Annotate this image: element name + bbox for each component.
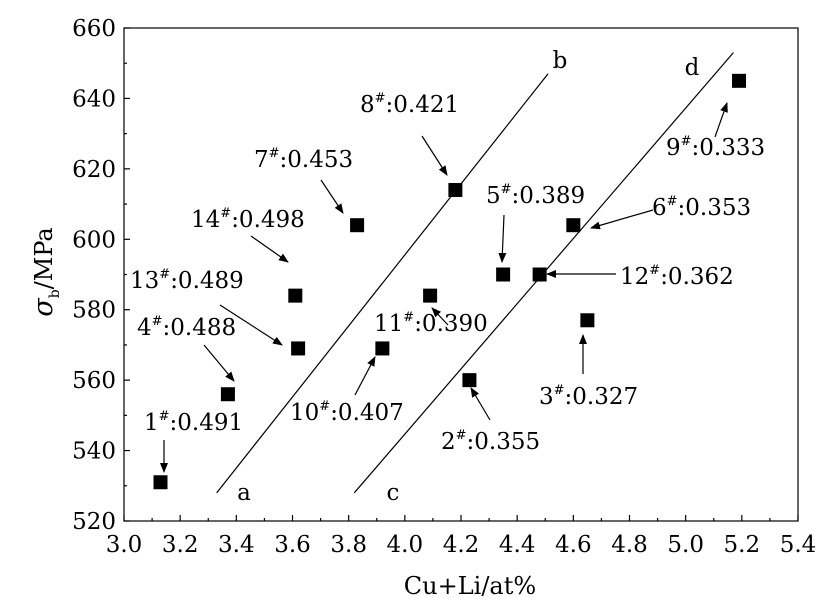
data-point	[291, 341, 306, 356]
x-tick-label: 4.2	[443, 532, 480, 558]
data-point	[423, 288, 438, 303]
y-tick-label: 640	[72, 86, 116, 112]
point-label: 6#:0.353	[652, 194, 751, 221]
x-tick-label: 3.4	[218, 532, 255, 558]
y-tick-label: 660	[72, 16, 116, 42]
boundary-line-ab	[216, 73, 549, 494]
point-label: 14#:0.498	[191, 206, 305, 233]
point-label: 12#:0.362	[620, 263, 734, 290]
label-arrow	[431, 307, 449, 326]
label-arrow	[421, 135, 448, 176]
point-label: 10#:0.407	[290, 399, 404, 426]
data-point	[532, 267, 547, 282]
data-point	[566, 218, 581, 233]
x-axis-title: Cu+Li/at%	[404, 572, 536, 600]
label-arrow	[320, 179, 344, 214]
y-tick-label: 520	[72, 509, 116, 535]
x-tick-label: 4.4	[499, 532, 536, 558]
line-end-label: d	[685, 55, 700, 81]
x-tick-label: 4.0	[387, 532, 424, 558]
data-points	[153, 73, 747, 490]
data-point	[448, 182, 463, 197]
label-arrow	[714, 102, 728, 138]
data-point	[462, 373, 477, 388]
label-arrow	[354, 356, 376, 396]
data-point	[580, 313, 595, 328]
data-point	[153, 475, 168, 490]
y-tick-label: 580	[72, 298, 116, 324]
point-label: 2#:0.355	[441, 428, 540, 455]
x-tick-label: 5.0	[667, 532, 704, 558]
data-point	[288, 288, 303, 303]
line-end-label: a	[237, 480, 251, 506]
point-label: 3#:0.327	[539, 383, 638, 410]
label-arrow	[219, 304, 283, 346]
x-tick-label: 3.8	[330, 532, 367, 558]
x-axis-ticks: 3.0 3.2 3.4 3.6 3.8 4.0 4.2 4.4 4.6 4.8 5.0 5.2 5.4	[106, 515, 817, 558]
y-tick-label: 540	[72, 439, 116, 465]
point-label: 5#:0.389	[486, 182, 585, 209]
y-tick-label: 560	[72, 368, 116, 394]
annotation-arrows	[160, 102, 728, 473]
point-label: 4#:0.488	[137, 314, 236, 341]
label-arrow	[498, 214, 507, 263]
trend-lines: a b c d	[216, 48, 734, 506]
label-arrow	[203, 344, 235, 382]
data-point	[350, 218, 365, 233]
x-tick-label: 3.2	[162, 532, 199, 558]
data-point	[375, 341, 390, 356]
y-axis-unit: /MPa	[30, 227, 58, 289]
x-tick-label: 5.2	[724, 532, 761, 558]
line-end-label: c	[387, 480, 400, 506]
line-end-label: b	[553, 48, 568, 74]
label-arrow	[250, 235, 289, 263]
y-axis-title: σb/MPa	[28, 227, 63, 316]
y-axis-subscript: b	[47, 289, 63, 298]
label-arrow	[590, 209, 654, 230]
y-axis-ticks: 520 540 560 580 600 620 640 660	[72, 16, 130, 535]
point-label: 9#:0.333	[666, 134, 765, 161]
point-label: 1#:0.491	[144, 409, 243, 436]
x-tick-label: 4.6	[555, 532, 592, 558]
data-point	[220, 387, 235, 402]
y-axis-symbol: σ	[28, 297, 59, 317]
point-labels: 1#:0.491 4#:0.488 13#:0.489 14#:0.498 7#:0.4…	[130, 91, 765, 455]
x-tick-label: 5.4	[780, 532, 817, 558]
point-label: 13#:0.489	[130, 267, 244, 294]
point-label: 7#:0.453	[254, 146, 353, 173]
point-label: 8#:0.421	[360, 91, 459, 118]
x-tick-label: 4.8	[611, 532, 648, 558]
x-tick-label: 3.6	[274, 532, 311, 558]
data-point	[732, 73, 747, 88]
point-label: 11#:0.390	[374, 310, 488, 337]
data-point	[496, 267, 511, 282]
y-tick-label: 600	[72, 227, 116, 253]
x-tick-label: 3.0	[106, 532, 143, 558]
label-arrow	[470, 387, 491, 421]
y-tick-label: 620	[72, 157, 116, 183]
